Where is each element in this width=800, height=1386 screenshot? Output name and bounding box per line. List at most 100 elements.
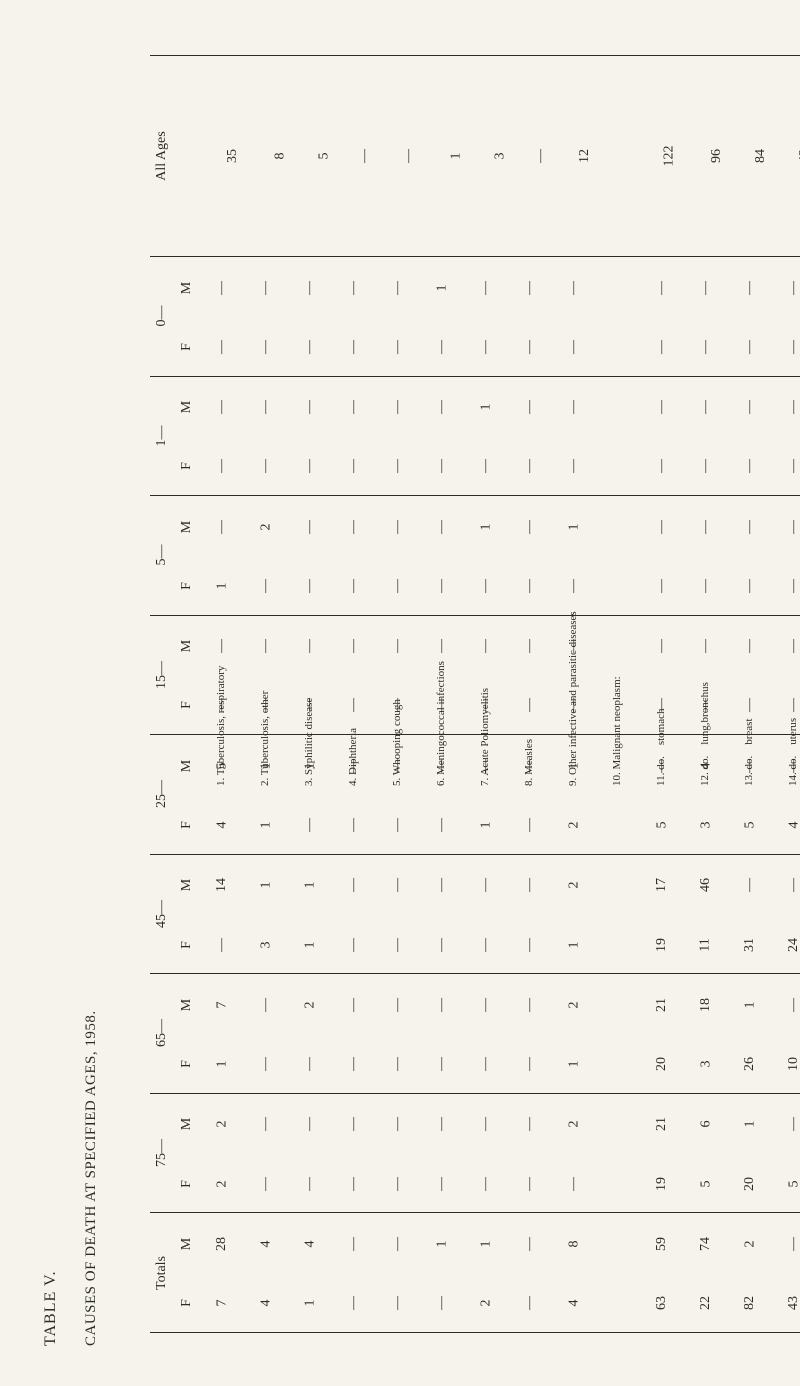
- total-f: 82: [743, 1296, 757, 1310]
- value-m: —: [391, 400, 405, 414]
- value-m: —: [391, 998, 405, 1012]
- value-f: —: [215, 340, 229, 354]
- value-m: —: [347, 520, 361, 534]
- value-f: 4: [215, 822, 229, 829]
- value-f: —: [743, 459, 757, 473]
- all-ages-value: 12: [577, 149, 593, 163]
- all-ages-value: 1: [449, 153, 465, 160]
- value-m: —: [479, 878, 493, 892]
- value-m: —: [347, 281, 361, 295]
- sex-f: F: [180, 821, 194, 829]
- value-m: —: [655, 400, 669, 414]
- all-ages-value: —: [357, 149, 373, 163]
- cause-col: 14. do. uterus43: [772, 56, 800, 257]
- total-m: 28: [215, 1237, 229, 1251]
- value-f: —: [259, 579, 273, 593]
- total-m: 1: [435, 1240, 449, 1247]
- value-f: —: [699, 579, 713, 593]
- total-f: —: [347, 1296, 361, 1310]
- value-f: 31: [743, 938, 757, 952]
- value-f: —: [787, 579, 800, 593]
- sex-f: F: [180, 582, 194, 590]
- value-m: —: [303, 281, 317, 295]
- value-f: —: [479, 698, 493, 712]
- value-f: 3: [699, 822, 713, 829]
- cause-col: 8. Measles—: [508, 56, 552, 257]
- all-ages-value: 3: [493, 153, 509, 160]
- total-m: 8: [567, 1240, 581, 1247]
- value-m: —: [435, 759, 449, 773]
- value-m: 1: [259, 762, 273, 769]
- value-m: —: [479, 281, 493, 295]
- value-m: —: [523, 759, 537, 773]
- value-f: 20: [655, 1057, 669, 1071]
- row-band-f: F1———————12032610631711087228518111: [150, 1033, 800, 1093]
- value-f: —: [743, 340, 757, 354]
- value-f: 19: [655, 1177, 669, 1191]
- value-f: 11: [699, 938, 713, 951]
- value-f: —: [303, 1177, 317, 1191]
- table-title: TABLE V.: [42, 1271, 60, 1346]
- value-m: —: [743, 400, 757, 414]
- value-f: —: [743, 698, 757, 712]
- total-f: 1: [303, 1300, 317, 1307]
- sex-f: F: [180, 343, 194, 351]
- value-m: —: [567, 281, 581, 295]
- value-f: 1: [259, 822, 273, 829]
- value-m: —: [655, 520, 669, 534]
- value-m: —: [479, 1117, 493, 1131]
- value-m: —: [567, 639, 581, 653]
- value-m: —: [435, 998, 449, 1012]
- value-f: —: [347, 1057, 361, 1071]
- value-m: —: [347, 1117, 361, 1131]
- value-m: 2: [567, 882, 581, 889]
- all-ages-value: 84: [753, 149, 769, 163]
- value-f: —: [259, 698, 273, 712]
- page: TABLE V. CAUSES OF DEATH AT SPECIFIED AG…: [0, 0, 800, 1386]
- sex-m: M: [180, 999, 194, 1011]
- value-f: —: [655, 459, 669, 473]
- value-m: 2: [567, 1121, 581, 1128]
- table-wrapper: All Ages1. Tuberculosis, respiratory352.…: [150, 55, 710, 1331]
- value-m: —: [743, 520, 757, 534]
- row-all-ages: All Ages1. Tuberculosis, respiratory352.…: [150, 56, 800, 257]
- value-m: 2: [215, 1121, 229, 1128]
- value-m: —: [259, 639, 273, 653]
- value-f: —: [567, 1177, 581, 1191]
- age-band-label: 65—: [154, 1019, 170, 1047]
- value-m: —: [479, 639, 493, 653]
- sex-f: F: [180, 1299, 194, 1307]
- all-ages-value: —: [401, 149, 417, 163]
- value-f: —: [435, 340, 449, 354]
- value-m: —: [435, 1117, 449, 1131]
- value-m: —: [523, 281, 537, 295]
- all-ages-value: 122: [662, 146, 678, 167]
- value-m: —: [435, 520, 449, 534]
- value-m: —: [391, 759, 405, 773]
- value-m: —: [523, 878, 537, 892]
- value-f: —: [391, 579, 405, 593]
- row-band-f: F—31—————11911312476—952486281028: [150, 914, 800, 974]
- value-f: —: [699, 340, 713, 354]
- cause-col: 7. Acute Poliomyelitis3: [464, 56, 508, 257]
- value-m: —: [743, 639, 757, 653]
- value-f: —: [787, 698, 800, 712]
- value-m: 1: [259, 882, 273, 889]
- all-ages-value: —: [533, 149, 549, 163]
- value-f: —: [259, 1177, 273, 1191]
- value-m: —: [655, 759, 669, 773]
- all-ages-value: 96: [709, 149, 725, 163]
- value-m: —: [567, 400, 581, 414]
- sex-m: M: [180, 401, 194, 413]
- value-m: —: [347, 878, 361, 892]
- sex-f: F: [180, 941, 194, 949]
- row-band-m: 65—M7—2—————221181—7547861522011115215: [150, 974, 800, 1034]
- value-f: —: [347, 340, 361, 354]
- value-f: 2: [567, 822, 581, 829]
- value-f: —: [435, 1057, 449, 1071]
- sex-m: M: [180, 640, 194, 652]
- value-f: 24: [787, 938, 800, 952]
- value-f: —: [567, 340, 581, 354]
- sex-f: F: [180, 1180, 194, 1188]
- total-m: 1: [479, 1240, 493, 1247]
